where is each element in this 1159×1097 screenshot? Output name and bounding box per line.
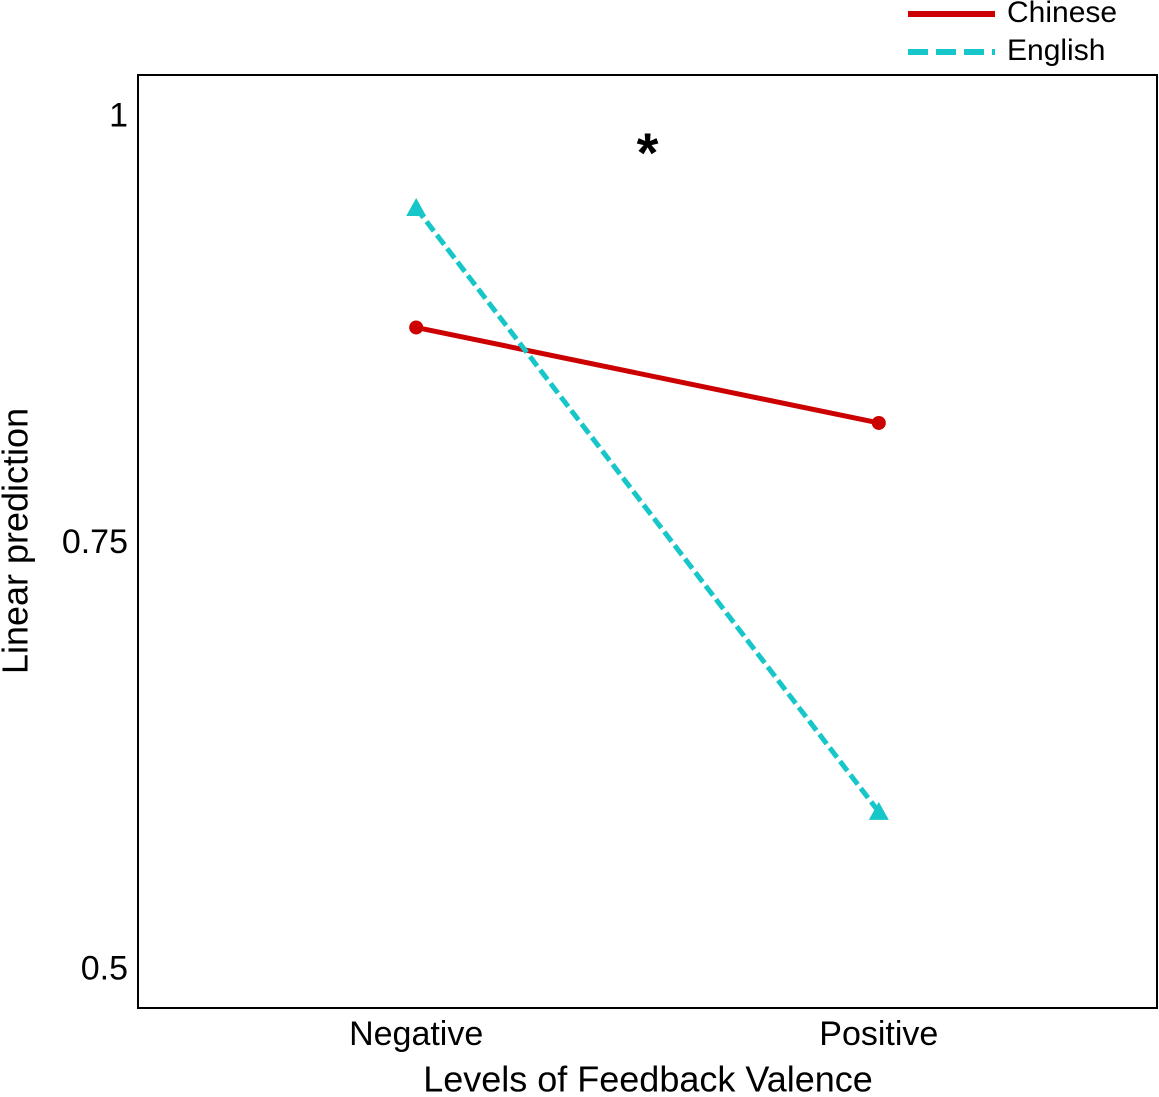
- point-marker: [409, 320, 424, 335]
- x-axis-label: Levels of Feedback Valence: [423, 1059, 873, 1097]
- series-line: [414, 206, 881, 814]
- x-tick-label: Positive: [819, 1015, 938, 1053]
- series-line: [415, 324, 880, 426]
- point-marker: [871, 415, 886, 430]
- legend-label: Chinese: [1007, 0, 1117, 29]
- point-marker: [868, 801, 889, 820]
- y-tick-label: 0.75: [62, 523, 128, 561]
- annotation: *: [637, 121, 659, 184]
- y-axis-label: Linear prediction: [0, 408, 36, 674]
- x-tick-label: Negative: [349, 1015, 483, 1053]
- plot-frame: [137, 74, 1158, 1009]
- y-tick-label: 0.5: [81, 949, 128, 987]
- legend-label: English: [1007, 34, 1105, 67]
- y-tick-label: 1: [109, 97, 128, 135]
- point-marker: [406, 198, 427, 217]
